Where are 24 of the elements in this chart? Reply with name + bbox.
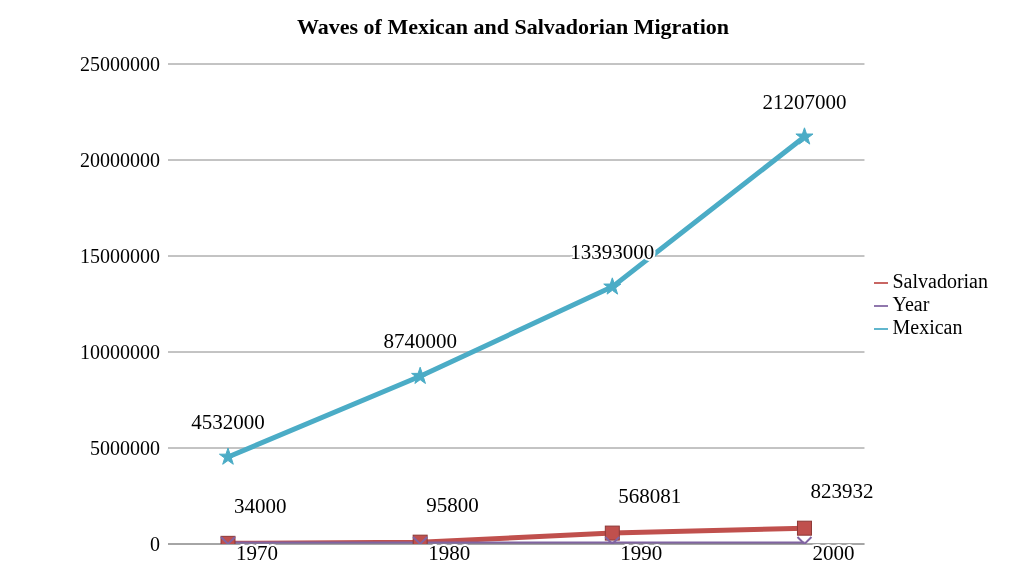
data-label: 1990 bbox=[620, 540, 663, 565]
data-label: 4532000 bbox=[191, 409, 265, 434]
point bbox=[795, 127, 814, 145]
chart-title: Waves of Mexican and Salvadorian Migration bbox=[295, 14, 731, 40]
data-label: 568081 bbox=[618, 484, 682, 509]
data-label: 13393000 bbox=[570, 239, 655, 264]
data-label: 1970 bbox=[236, 540, 278, 565]
data-label: 1980 bbox=[428, 540, 471, 565]
legend-label: Mexican bbox=[892, 315, 963, 338]
y-tick-label: 25000000 bbox=[80, 53, 160, 76]
data-label: 8740000 bbox=[383, 329, 457, 354]
y-tick-label: 5000000 bbox=[90, 437, 160, 460]
data-label: 95800 bbox=[426, 493, 479, 518]
y-tick-label: 10000000 bbox=[80, 341, 160, 364]
legend-label: Year bbox=[892, 292, 930, 315]
legend-label: Salvadorian bbox=[892, 269, 988, 292]
data-label: 21207000 bbox=[762, 89, 847, 114]
y-tick-label: 0 bbox=[150, 533, 160, 556]
point bbox=[603, 277, 622, 295]
y-tick-label: 20000000 bbox=[80, 149, 160, 172]
data-label: 823932 bbox=[810, 479, 874, 504]
data-label: 2000 bbox=[812, 540, 855, 565]
data-label: 34000 bbox=[234, 494, 287, 519]
y-tick-label: 15000000 bbox=[80, 245, 160, 268]
